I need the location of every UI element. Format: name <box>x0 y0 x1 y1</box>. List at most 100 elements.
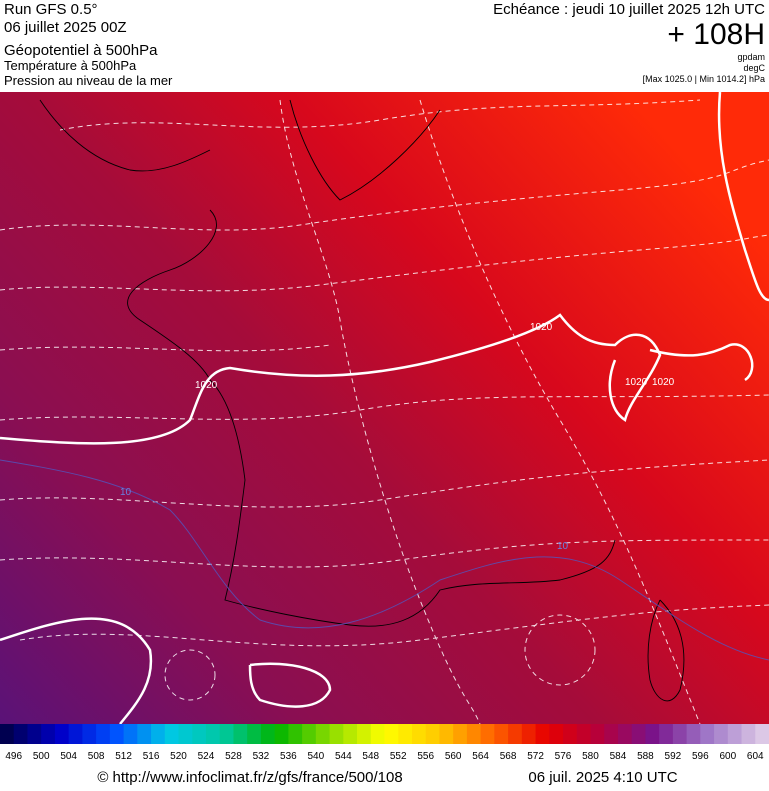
colorbar-swatch <box>425 724 440 744</box>
colorbar-swatch <box>439 724 454 744</box>
colorbar-swatch <box>260 724 276 744</box>
unit-1: gpdam <box>737 52 765 62</box>
colorbar-swatch <box>219 724 234 744</box>
colorbar-swatch <box>535 724 550 744</box>
colorbar-label: 572 <box>527 751 544 762</box>
contour-label: 10 <box>557 541 569 552</box>
colorbar-swatch <box>178 724 193 744</box>
colorbar-label: 544 <box>335 751 352 762</box>
echeance: Echéance : jeudi 10 juillet 2025 12h UTC <box>493 1 765 18</box>
temperature-contours <box>0 459 769 661</box>
colorbar-label: 528 <box>225 751 242 762</box>
colorbar-swatch <box>494 724 509 744</box>
colorbar-label: 536 <box>280 751 297 762</box>
colorbar-label: 548 <box>362 751 379 762</box>
colorbar-label: 564 <box>472 751 489 762</box>
colorbar-swatch <box>205 724 221 744</box>
colorbar-label: 500 <box>33 751 50 762</box>
colorbar-label: 576 <box>555 751 572 762</box>
colorbar-label: 556 <box>417 751 434 762</box>
colorbar-swatch <box>82 724 97 744</box>
colorbar-swatch <box>274 724 289 744</box>
colorbar-swatch <box>384 724 399 744</box>
colorbar-swatch <box>727 724 743 744</box>
colorbar-label: 580 <box>582 751 599 762</box>
colorbar-label: 592 <box>665 751 682 762</box>
colorbar-swatch <box>288 724 303 744</box>
pressure-range: [Max 1025.0 | Min 1014.2] hPa <box>643 74 765 84</box>
colorbar-swatch <box>398 724 413 744</box>
colorbar-swatch <box>233 724 248 744</box>
contour-label: 1020 <box>195 380 218 391</box>
colorbar-swatch <box>521 724 537 744</box>
colorbar-swatch <box>576 724 591 744</box>
colorbar-label: 560 <box>445 751 462 762</box>
colorbar-swatch <box>508 724 523 744</box>
colorbar-swatch <box>617 724 633 744</box>
colorbar-swatch <box>659 724 674 744</box>
colorbar-swatch <box>13 724 28 744</box>
colorbar-swatch <box>714 724 729 744</box>
timestamp: 06 juil. 2025 4:10 UTC <box>528 769 677 786</box>
colorbar-swatch <box>247 724 262 744</box>
colorbar-swatch <box>164 724 180 744</box>
colorbar-label: 568 <box>500 751 517 762</box>
contour-label: 1020 <box>530 322 553 333</box>
colorbar-swatch <box>192 724 207 744</box>
colorbar-label: 504 <box>60 751 77 762</box>
colorbar-swatch <box>315 724 331 744</box>
colorbar-swatch <box>686 724 701 744</box>
colorbar-swatch <box>41 724 56 744</box>
colorbar-swatch <box>343 724 358 744</box>
colorbar-label: 508 <box>88 751 105 762</box>
colorbar-swatch <box>357 724 372 744</box>
colorbar-swatch <box>466 724 482 744</box>
colorbar-swatch <box>741 724 756 744</box>
contour-label: 1020 <box>625 377 648 388</box>
colorbar-swatch <box>590 724 605 744</box>
colorbar-swatch <box>411 724 427 744</box>
colorbar-swatch <box>54 724 70 744</box>
field-3: Pression au niveau de la mer <box>4 73 173 88</box>
contour-label-group: 1020 1020 1020 1020 10 10 <box>120 322 675 552</box>
colorbar-swatch <box>96 724 111 744</box>
colorbar-swatch <box>563 724 578 744</box>
colorbar-swatch <box>0 724 15 744</box>
colorbar-label: 540 <box>307 751 324 762</box>
colorbar-swatch <box>27 724 42 744</box>
colorbar-swatch <box>645 724 660 744</box>
colorbar-swatch <box>137 724 152 744</box>
colorbar-swatch <box>68 724 83 744</box>
contour-label: 1020 <box>652 377 675 388</box>
colorbar-swatch <box>453 724 468 744</box>
colorbar-swatch <box>370 724 385 744</box>
colorbar-swatch <box>631 724 646 744</box>
colorbar-swatch <box>549 724 564 744</box>
lead-time: + 108H <box>667 18 765 51</box>
isobars <box>0 91 769 725</box>
field-1: Géopotentiel à 500hPa <box>4 42 158 59</box>
colorbar-label: 588 <box>637 751 654 762</box>
map: 1020 1020 1020 1020 10 10 <box>0 91 769 725</box>
colorbar-label: 496 <box>5 751 22 762</box>
colorbar-swatch <box>700 724 715 744</box>
colorbar-label: 524 <box>198 751 215 762</box>
colorbar-swatch <box>672 724 688 744</box>
colorbar-label: 512 <box>115 751 132 762</box>
colorbar-label: 596 <box>692 751 709 762</box>
colorbar-swatch <box>123 724 138 744</box>
colorbar-swatch <box>109 724 125 744</box>
colorbar-swatch <box>480 724 495 744</box>
map-background <box>0 92 769 724</box>
colorbar-label: 552 <box>390 751 407 762</box>
colorbar-label: 584 <box>610 751 627 762</box>
isotherms <box>0 99 769 725</box>
colorbar: 496 500 504 508 512 516 520 524 528 532 536 540 544 5… <box>0 724 769 762</box>
colorbar-label: 516 <box>143 751 160 762</box>
run-date: 06 juillet 2025 00Z <box>4 19 127 36</box>
run: Run GFS 0.5° <box>4 1 98 18</box>
colorbar-label: 604 <box>747 751 764 762</box>
field-2: Température à 500hPa <box>4 58 137 73</box>
colorbar-label: 600 <box>719 751 736 762</box>
